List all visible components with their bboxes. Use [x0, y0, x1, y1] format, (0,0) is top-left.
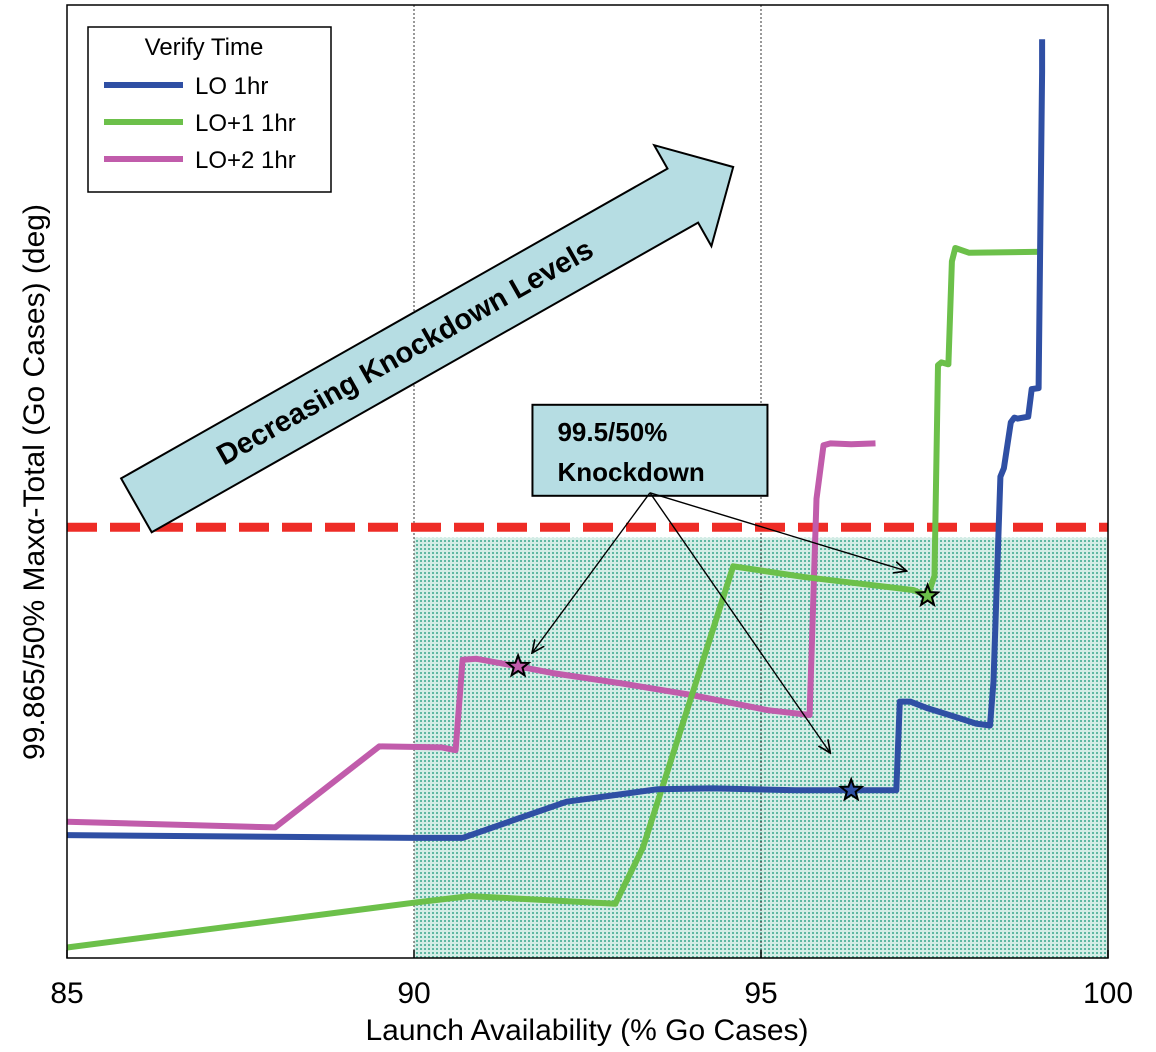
knockdown-star-marker-2 — [838, 776, 865, 802]
legend-label-2: LO+1 1hr — [195, 110, 296, 137]
y-axis-label: 99.865/50% Maxα-Total (Go Cases) (deg) — [18, 204, 51, 760]
x-tick-label-100: 100 — [1083, 977, 1133, 1010]
callout-line-2: Knockdown — [557, 457, 704, 487]
series-line-lo-2-1hr — [66, 440, 876, 831]
callout-line-1: 99.5/50% — [557, 417, 667, 447]
knockdown-star-marker-3 — [914, 582, 941, 608]
series-line-lo-1hr — [66, 39, 1046, 841]
x-tick-label-90: 90 — [397, 977, 430, 1010]
legend-box — [87, 26, 332, 193]
callout-arrow-2 — [649, 492, 830, 753]
knockdown-callout: 99.5/50% Knockdown — [532, 403, 907, 753]
legend-title: Verify Time — [145, 34, 264, 61]
legend-label-1: LO 1hr — [195, 73, 268, 100]
x-axis-label: Launch Availability (% Go Cases) — [366, 1014, 809, 1047]
legend-label-3: LO+2 1hr — [195, 147, 296, 174]
x-tick-label-85: 85 — [50, 977, 83, 1010]
knockdown-star-marker-1 — [504, 652, 532, 678]
callout-arrow-1 — [532, 492, 651, 653]
plot-frame — [66, 4, 1109, 959]
x-tick-label-95: 95 — [744, 977, 777, 1010]
callout-arrow-3 — [649, 492, 907, 571]
feasible-region-shading — [414, 537, 1108, 958]
legend: Verify Time LO 1hr LO+1 1hr LO+2 1hr — [87, 26, 332, 193]
